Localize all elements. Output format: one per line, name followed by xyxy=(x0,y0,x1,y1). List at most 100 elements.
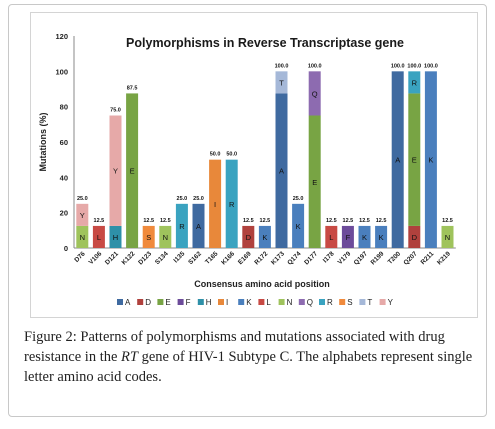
chart-panel xyxy=(30,12,478,318)
x-tick-label-R172: R172 xyxy=(253,250,269,266)
bar-segment-S162-A xyxy=(192,203,205,248)
legend-label-N: N xyxy=(287,298,293,307)
data-label-K166: 50.0 xyxy=(226,152,237,158)
segment-label: K xyxy=(262,233,267,242)
legend-label-S: S xyxy=(347,298,352,307)
bar-segment-K166-R xyxy=(225,159,238,248)
segment-label: F xyxy=(346,233,351,242)
x-tick-label-D123: D123 xyxy=(137,250,153,266)
data-label-T165: 50.0 xyxy=(210,152,221,158)
data-label-D177: 100.0 xyxy=(308,63,322,69)
data-label-K219: 12.5 xyxy=(442,218,453,224)
segment-label: R xyxy=(412,78,418,87)
x-tick-label-V106: V106 xyxy=(88,250,104,266)
x-tick-label-K166: K166 xyxy=(220,250,236,266)
data-label-Q197: 12.5 xyxy=(359,218,370,224)
data-label-K122: 87.5 xyxy=(127,85,138,91)
x-tick-label-E169: E169 xyxy=(237,250,253,266)
segment-label: K xyxy=(379,233,384,242)
data-label-D76: 25.0 xyxy=(77,196,88,202)
segment-label: A xyxy=(395,156,400,165)
chart-title: Polymorphisms in Reverse Transcriptase g… xyxy=(126,36,404,50)
data-label-T200: 100.0 xyxy=(391,63,405,69)
bar-segment-T165-I xyxy=(209,159,222,248)
figure-caption: Figure 2: Patterns of polymorphisms and … xyxy=(24,327,479,387)
x-tick-label-S162: S162 xyxy=(187,250,203,266)
legend-swatch-T xyxy=(359,299,366,305)
bar-segment-Q207-D xyxy=(408,225,421,248)
bar-segment-Q207-E xyxy=(408,93,421,226)
y-axis-label: Mutations (%) xyxy=(38,113,48,172)
segment-label: R xyxy=(229,200,235,209)
legend-label-L: L xyxy=(266,298,271,307)
bar-segment-V179-F xyxy=(341,225,354,248)
bar-chart: Polymorphisms in Reverse Transcriptase g… xyxy=(38,32,456,307)
data-label-I135: 25.0 xyxy=(177,196,188,202)
bar-segment-D121-H xyxy=(109,225,122,248)
legend-label-Q: Q xyxy=(307,298,313,307)
legend-label-D: D xyxy=(145,298,151,307)
x-tick-label-R199: R199 xyxy=(370,250,386,266)
caption-lead: Figure 2: xyxy=(24,329,77,345)
legend-swatch-L xyxy=(258,299,265,305)
x-tick-label-D121: D121 xyxy=(104,250,120,266)
legend-label-R: R xyxy=(327,298,333,307)
y-tick-label: 60 xyxy=(60,138,68,147)
x-tick-label-V179: V179 xyxy=(337,250,353,266)
legend-swatch-I xyxy=(218,299,224,305)
x-tick-label-S134: S134 xyxy=(154,250,170,266)
segment-label: D xyxy=(246,233,252,242)
bar-segment-S134-N xyxy=(159,225,172,248)
bar-segment-K219-N xyxy=(441,225,454,248)
bar-segment-R211-K xyxy=(424,71,437,248)
data-label-R211: 100.0 xyxy=(424,63,438,69)
data-label-I178: 12.5 xyxy=(326,218,337,224)
legend-label-H: H xyxy=(206,298,212,307)
x-tick-label-I178: I178 xyxy=(322,250,336,264)
bar-segment-I135-R xyxy=(175,203,188,248)
data-label-S162: 25.0 xyxy=(193,196,204,202)
legend-label-A: A xyxy=(125,298,131,307)
bar-segment-K173-T xyxy=(275,71,288,94)
caption-text-2: gene of HIV-1 Subtype C. The alphabets r… xyxy=(24,349,473,385)
segment-label: E xyxy=(312,178,317,187)
bar-segment-Q197-K xyxy=(358,225,371,248)
x-tick-label-K122: K122 xyxy=(121,250,137,266)
x-tick-label-T200: T200 xyxy=(387,250,403,266)
legend-swatch-A xyxy=(117,299,123,305)
segment-label: S xyxy=(146,233,151,242)
legend-label-K: K xyxy=(246,298,252,307)
x-tick-label-K173: K173 xyxy=(270,250,286,266)
segment-label: K xyxy=(428,156,433,165)
bar-segment-T200-A xyxy=(391,71,404,248)
y-tick-label: 100 xyxy=(55,67,68,76)
caption-text-1: Patterns of polymorphisms and mutations … xyxy=(24,329,445,365)
bar-segment-V106-L xyxy=(92,225,105,248)
bar-segment-K173-A xyxy=(275,93,288,249)
segment-label: D xyxy=(412,233,418,242)
bar-segment-R199-K xyxy=(375,225,388,248)
legend-swatch-S xyxy=(339,299,346,305)
data-label-D121: 75.0 xyxy=(110,108,121,114)
bar-segment-D76-N xyxy=(76,225,89,248)
segment-label: L xyxy=(329,233,333,242)
y-tick-label: 120 xyxy=(55,32,68,41)
legend-label-F: F xyxy=(186,298,191,307)
bar-segment-D121-Y xyxy=(109,115,122,226)
data-label-Q174: 25.0 xyxy=(293,196,304,202)
segment-label: L xyxy=(97,233,101,242)
segment-label: N xyxy=(80,233,85,242)
segment-label: Y xyxy=(113,167,118,176)
segment-label: N xyxy=(445,233,450,242)
legend-swatch-R xyxy=(319,299,325,305)
bar-segment-D76-Y xyxy=(76,203,89,226)
caption-emphasis: RT xyxy=(121,349,138,365)
legend-swatch-K xyxy=(238,299,245,305)
legend-swatch-E xyxy=(157,299,164,305)
legend-swatch-F xyxy=(177,299,184,305)
data-label-V106: 12.5 xyxy=(94,218,105,224)
bar-segment-Q174-K xyxy=(292,203,305,248)
data-label-S134: 12.5 xyxy=(160,218,171,224)
segment-label: E xyxy=(412,156,417,165)
segment-label: H xyxy=(113,233,118,242)
